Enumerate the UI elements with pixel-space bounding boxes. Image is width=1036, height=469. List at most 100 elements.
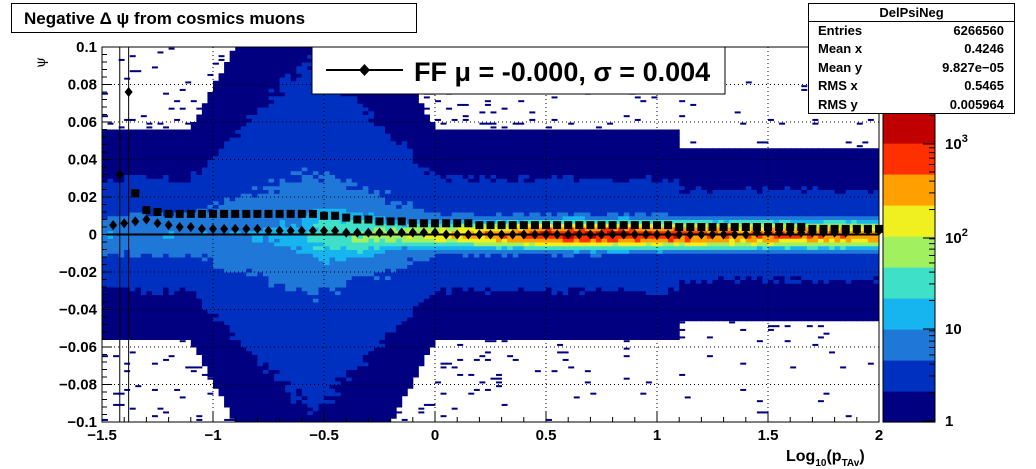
heatmap-cell <box>268 309 275 314</box>
heatmap-cell <box>307 350 314 355</box>
heatmap-cell <box>351 373 358 378</box>
heatmap-cell <box>279 73 286 78</box>
heatmap-cell <box>357 350 364 355</box>
heatmap-cell <box>268 50 275 55</box>
heatmap-cell <box>185 140 192 145</box>
heatmap-cell <box>362 354 369 359</box>
heatmap-cell <box>407 347 414 352</box>
heatmap-cell <box>201 197 208 202</box>
heatmap-cell <box>268 257 275 262</box>
heatmap-cell <box>235 159 242 164</box>
heatmap-cell <box>379 234 386 239</box>
heatmap-cell <box>373 144 380 149</box>
heatmap-cell <box>168 219 175 224</box>
heatmap-cell <box>118 223 125 228</box>
heatmap-cell <box>179 332 186 337</box>
heatmap-cell <box>385 234 392 239</box>
heatmap-cell <box>301 118 308 123</box>
heatmap-cell <box>318 418 325 423</box>
heatmap-cell <box>290 99 297 104</box>
heatmap-cell <box>401 380 408 385</box>
heatmap-cell <box>346 144 353 149</box>
heatmap-cell <box>196 152 203 157</box>
heatmap-cell <box>329 140 336 145</box>
heatmap-cell <box>379 354 386 359</box>
heatmap-cell <box>196 249 203 254</box>
heatmap-cell <box>113 355 120 358</box>
heatmap-cell <box>185 174 192 179</box>
heatmap-cell <box>357 178 364 183</box>
heatmap-cell <box>335 335 342 340</box>
heatmap-cell <box>407 197 414 202</box>
heatmap-cell <box>240 313 247 318</box>
heatmap-cell <box>401 354 408 359</box>
heatmap-cell <box>174 148 181 153</box>
heatmap-cell <box>335 410 342 415</box>
heatmap-cell <box>279 275 286 280</box>
heatmap-cell <box>163 185 170 190</box>
heatmap-cell <box>324 339 331 344</box>
heatmap-cell <box>318 253 325 258</box>
heatmap-cell <box>312 253 319 258</box>
heatmap-cell <box>185 317 192 322</box>
heatmap-cell <box>385 350 392 355</box>
heatmap-cell <box>196 418 203 421</box>
heatmap-cell <box>351 283 358 288</box>
heatmap-cell <box>296 122 303 127</box>
heatmap-cell <box>357 260 364 265</box>
heatmap-cell <box>268 392 275 397</box>
heatmap-cell <box>174 264 181 269</box>
heatmap-cell <box>224 275 231 280</box>
heatmap-cell <box>318 122 325 127</box>
heatmap-cell <box>246 54 253 59</box>
heatmap-cell <box>329 328 336 333</box>
heatmap-cell <box>185 185 192 190</box>
heatmap-cell <box>301 54 308 59</box>
heatmap-cell <box>296 283 303 288</box>
heatmap-cell <box>235 122 242 127</box>
heatmap-cell <box>207 354 214 359</box>
heatmap-cell <box>163 302 170 307</box>
heatmap-cell <box>346 189 353 194</box>
heatmap-cell <box>107 305 114 310</box>
heatmap-cell <box>390 152 397 157</box>
heatmap-cell <box>124 170 131 175</box>
heatmap-cell <box>107 122 114 125</box>
heatmap-cell <box>262 159 269 164</box>
heatmap-cell <box>113 227 120 232</box>
heatmap-cell <box>396 395 403 400</box>
heatmap-cell <box>412 320 419 325</box>
heatmap-cell <box>251 317 258 322</box>
heatmap-cell <box>324 347 331 352</box>
heatmap-cell <box>235 369 242 374</box>
heatmap-cell <box>385 197 392 202</box>
heatmap-cell <box>240 279 247 284</box>
heatmap-cell <box>246 88 253 93</box>
heatmap-cell <box>218 242 225 247</box>
heatmap-cell <box>113 174 120 179</box>
heatmap-cell <box>318 302 325 307</box>
heatmap-cell <box>235 189 242 194</box>
heatmap-cell <box>157 215 164 220</box>
heatmap-cell <box>229 167 236 172</box>
heatmap-cell <box>190 245 197 250</box>
heatmap-cell <box>274 238 281 243</box>
heatmap-cell <box>246 133 253 138</box>
heatmap-cell <box>362 140 369 145</box>
heatmap-cell <box>346 332 353 337</box>
heatmap-cell <box>190 193 197 198</box>
heatmap-cell <box>268 110 275 115</box>
heatmap-cell <box>124 129 131 134</box>
heatmap-cell <box>351 350 358 355</box>
heatmap-cell <box>179 107 186 110</box>
heatmap-cell <box>218 155 225 160</box>
heatmap-cell <box>213 332 220 337</box>
heatmap-cell <box>185 152 192 157</box>
heatmap-cell <box>251 410 258 415</box>
heatmap-cell <box>390 159 397 164</box>
heatmap-cell <box>290 125 297 130</box>
heatmap-cell <box>396 403 403 408</box>
heatmap-cell <box>113 137 120 142</box>
heatmap-cell <box>196 159 203 164</box>
heatmap-cell <box>207 122 214 127</box>
